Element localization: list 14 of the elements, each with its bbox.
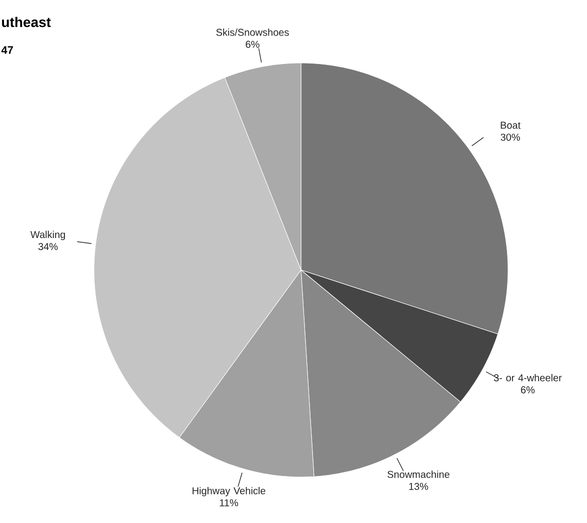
text: 47 (1, 46, 13, 54)
data-label: 13% (409, 482, 428, 490)
data-label: 11% (220, 499, 238, 506)
data-label: 34% (38, 243, 58, 250)
slice-label: Skis/Snowshoes (216, 28, 289, 36)
slice-label: Snowmachine (388, 470, 450, 478)
data-label: 30% (500, 134, 520, 141)
slice-label: Walking (30, 230, 65, 240)
data-label: 6% (246, 40, 260, 48)
slice-label: Highway Vehicle (192, 486, 266, 496)
slice-label: Boat (500, 122, 521, 129)
chart-title: utheast (2, 16, 51, 28)
slice-label: 3- or 4-wheeler (494, 374, 562, 382)
data-label: 6% (521, 386, 535, 394)
